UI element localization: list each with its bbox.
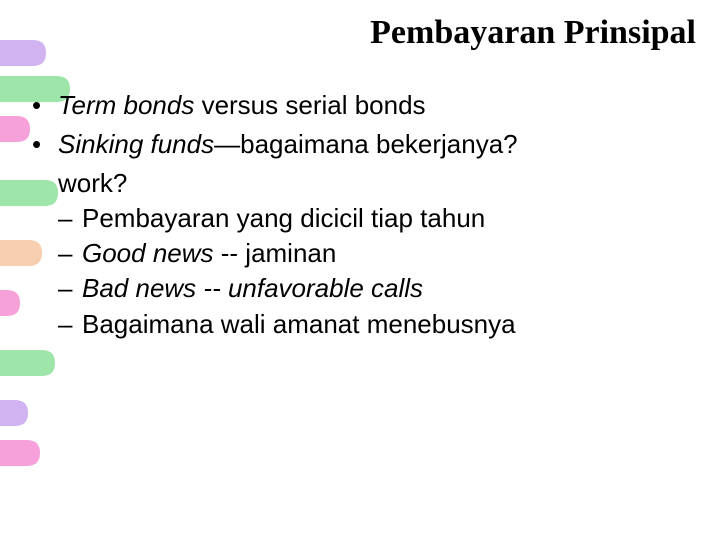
sub-bullet-marker: – — [58, 271, 82, 306]
sub-bullet-item: – Bagaimana wali amanat menebusnya — [58, 307, 690, 342]
sub-bullet-marker: – — [58, 307, 82, 342]
bullet-text: Sinking funds—bagaimana bekerjanya? — [58, 127, 518, 162]
plain-span: —bagaimana bekerjanya? — [214, 129, 518, 159]
sub-bullet-text: Bagaimana wali amanat menebusnya — [82, 307, 516, 342]
italic-span: Good news — [82, 238, 221, 268]
italic-span: Term bonds — [58, 90, 202, 120]
plain-span: versus serial bonds — [202, 90, 426, 120]
sub-bullet-marker: – — [58, 236, 82, 271]
bullet-continuation: work? — [58, 166, 690, 201]
bullet-item: • Term bonds versus serial bonds — [32, 88, 690, 123]
sub-bullet-text: Good news -- jaminan — [82, 236, 336, 271]
italic-span: Sinking funds — [58, 129, 214, 159]
slide-body: • Term bonds versus serial bonds • Sinki… — [32, 88, 690, 342]
sub-bullet-text: Bad news -- unfavorable calls — [82, 271, 423, 306]
bullet-marker: • — [32, 127, 58, 162]
slide-title: Pembayaran Prinsipal — [370, 14, 696, 52]
bullet-text: Term bonds versus serial bonds — [58, 88, 426, 123]
sub-bullet-item: – Pembayaran yang dicicil tiap tahun — [58, 201, 690, 236]
italic-span: -- unfavorable calls — [203, 273, 423, 303]
sub-bullet-text: Pembayaran yang dicicil tiap tahun — [82, 201, 485, 236]
sub-bullet-item: – Good news -- jaminan — [58, 236, 690, 271]
bullet-marker: • — [32, 88, 58, 123]
plain-span: -- jaminan — [221, 238, 337, 268]
sub-bullet-item: – Bad news -- unfavorable calls — [58, 271, 690, 306]
italic-span: Bad news — [82, 273, 203, 303]
sub-bullet-marker: – — [58, 201, 82, 236]
bullet-item: • Sinking funds—bagaimana bekerjanya? — [32, 127, 690, 162]
